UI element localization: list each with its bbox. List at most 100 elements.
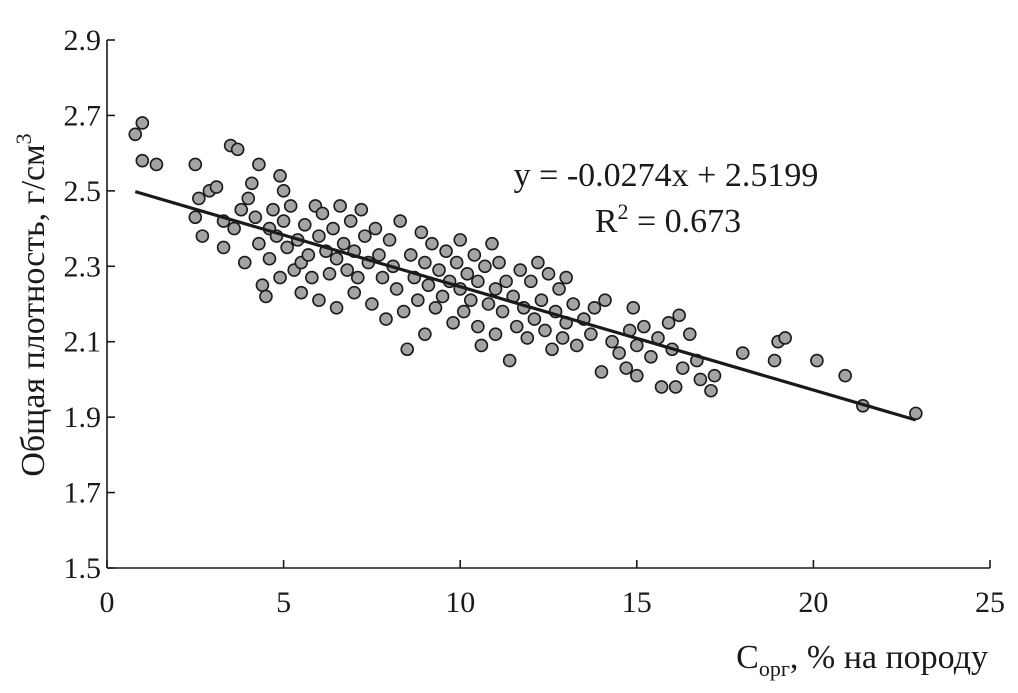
data-point: [294, 285, 309, 300]
data-point: [474, 338, 489, 353]
data-point: [545, 342, 559, 357]
data-point: [273, 168, 287, 183]
data-point: [283, 199, 298, 213]
data-point: [499, 274, 513, 289]
y-axis-title-superscript: 3: [11, 133, 36, 144]
data-point: [541, 267, 556, 281]
data-point: [495, 304, 510, 319]
axes: [106, 40, 990, 569]
data-point: [336, 236, 351, 251]
data-point: [418, 255, 432, 270]
data-point: [619, 361, 634, 375]
data-point: [584, 327, 598, 341]
data-point: [456, 304, 471, 319]
data-point: [241, 191, 256, 206]
r-squared-prefix: R: [595, 203, 618, 240]
data-point: [838, 368, 852, 383]
data-point: [128, 127, 143, 142]
data-point: [343, 214, 358, 228]
data-point: [672, 308, 686, 323]
data-point: [340, 263, 354, 277]
data-point: [248, 210, 263, 225]
data-point: [453, 233, 468, 247]
data-point: [598, 293, 612, 308]
data-point: [188, 210, 203, 225]
data-point: [527, 312, 542, 326]
data-point: [252, 157, 266, 172]
data-point: [707, 368, 722, 383]
y-axis-title-main: Общая плотность, г/см: [15, 144, 52, 476]
data-point: [435, 289, 450, 304]
x-axis-title-main: C: [736, 639, 759, 676]
data-point: [396, 304, 411, 319]
data-point: [347, 285, 362, 300]
data-point: [195, 229, 210, 243]
x-axis-title-subscript: орг: [759, 656, 790, 681]
data-point: [531, 255, 545, 270]
data-point: [192, 191, 206, 206]
data-point: [414, 225, 429, 240]
x-tick-label: 0: [100, 586, 115, 619]
data-point: [587, 300, 602, 315]
x-tick-label: 10: [445, 586, 475, 619]
data-point: [358, 229, 372, 243]
data-point: [467, 248, 482, 262]
data-point: [372, 248, 386, 262]
data-point: [273, 270, 287, 285]
data-point: [255, 278, 270, 292]
data-point: [735, 346, 750, 360]
data-point: [389, 282, 404, 296]
data-point: [552, 282, 566, 296]
data-point: [538, 323, 552, 338]
data-point: [810, 353, 824, 368]
data-point: [478, 259, 492, 274]
data-point: [421, 278, 436, 292]
data-point: [375, 270, 390, 285]
data-point: [312, 229, 326, 243]
data-point: [354, 202, 369, 217]
data-point: [449, 255, 464, 270]
data-point: [245, 176, 259, 191]
trend-line: [134, 190, 917, 422]
data-point: [305, 270, 319, 285]
y-ticks: 1.5 1.7 1.9 2.1 2.3 2.5 2.7 2.9: [64, 24, 115, 585]
x-tick-label: 20: [798, 586, 828, 619]
y-tick-label: 2.1: [64, 326, 102, 359]
equation-label: y = -0.0274x + 2.5199: [514, 157, 819, 194]
data-point: [502, 353, 517, 368]
data-point: [322, 267, 337, 281]
data-point: [637, 319, 651, 334]
data-point: [509, 319, 524, 334]
data-point: [534, 293, 549, 308]
data-point: [368, 221, 383, 236]
r-squared-label: R2 = 0.673: [595, 199, 741, 240]
data-point: [329, 300, 344, 315]
data-point: [329, 251, 344, 266]
data-point: [227, 221, 241, 236]
data-point: [668, 380, 683, 394]
x-axis-title: Cорг, % на породу: [736, 639, 988, 681]
data-point: [149, 157, 164, 172]
data-point: [312, 293, 326, 308]
y-tick-label: 2.5: [64, 175, 102, 208]
data-point: [315, 206, 330, 221]
data-point: [393, 214, 407, 228]
data-point: [403, 248, 418, 262]
data-point: [488, 282, 503, 296]
data-point: [280, 240, 294, 255]
y-tick-label: 2.7: [64, 99, 102, 132]
data-point: [675, 361, 690, 375]
data-point: [661, 316, 676, 330]
data-point: [481, 297, 496, 311]
data-point: [350, 270, 365, 285]
data-point: [471, 319, 485, 334]
data-point: [428, 300, 443, 315]
data-point: [209, 180, 224, 194]
r-squared-value: = 0.673: [629, 203, 742, 240]
data-point: [569, 338, 584, 353]
y-tick-label: 2.3: [64, 250, 102, 283]
data-point: [644, 349, 658, 364]
data-point: [262, 251, 277, 266]
y-axis-title: Общая плотность, г/см3: [11, 133, 52, 476]
data-point: [234, 202, 249, 217]
